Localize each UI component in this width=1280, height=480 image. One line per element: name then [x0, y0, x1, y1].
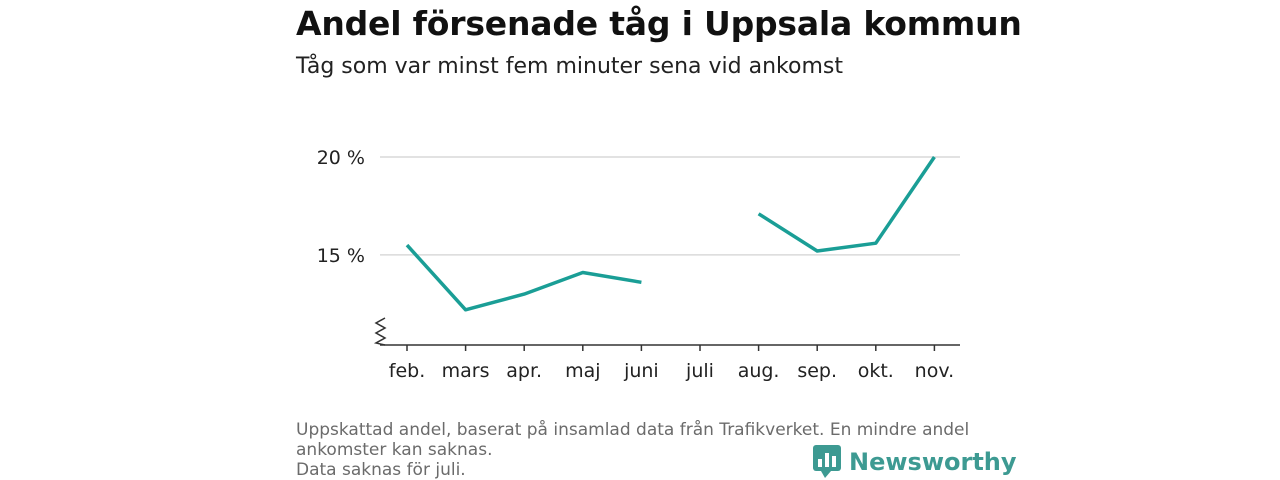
x-tick-label: aug. — [738, 360, 780, 382]
x-tick-label: nov. — [915, 360, 954, 382]
chart-title: Andel försenade tåg i Uppsala kommun — [296, 4, 1022, 43]
x-tick-label: mars — [442, 360, 490, 382]
newsworthy-logo-icon — [813, 445, 841, 478]
x-tick-label: apr. — [506, 360, 542, 382]
x-tick-label: okt. — [858, 360, 894, 382]
x-tick-label: feb. — [389, 360, 425, 382]
footer-note: Uppskattad andel, baserat på insamlad da… — [296, 420, 996, 480]
x-tick-label: juli — [685, 360, 714, 382]
x-tick-label: maj — [565, 360, 600, 382]
series-line-segment-1 — [405, 243, 642, 312]
y-tick-label: 15 % — [317, 245, 365, 267]
chart-subtitle: Tåg som var minst fem minuter sena vid a… — [296, 54, 843, 79]
y-tick-label: 20 % — [317, 147, 365, 169]
series-line-segment-2 — [757, 156, 936, 253]
x-tick-label: juni — [623, 360, 659, 382]
footer-note-line3: Data saknas för juli. — [296, 460, 466, 480]
footer-note-line2: ankomster kan saknas. — [296, 440, 493, 460]
axis-break-icon — [373, 317, 387, 346]
footer-note-line1: Uppskattad andel, baserat på insamlad da… — [296, 420, 970, 440]
x-tick-label: sep. — [797, 360, 837, 382]
brand-logo: Newsworthy — [813, 445, 1017, 479]
brand-name: Newsworthy — [849, 448, 1017, 476]
